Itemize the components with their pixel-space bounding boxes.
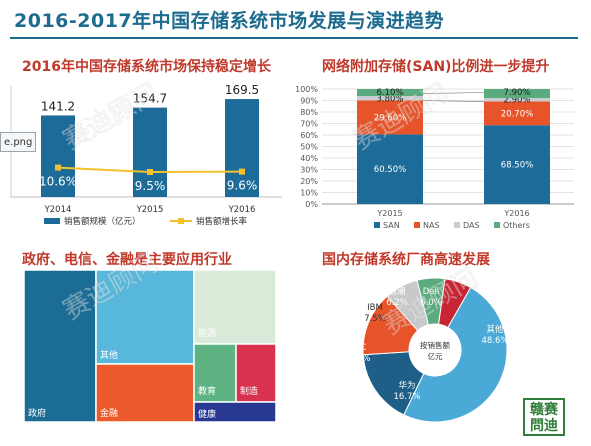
slice-Dell xyxy=(438,278,472,329)
segment-label: 20.70% xyxy=(501,109,533,119)
legend-swatch xyxy=(414,222,420,228)
chart4-title: 国内存储系统厂商高速发展 xyxy=(322,252,490,268)
legend-label: SAN xyxy=(383,221,400,230)
segment-DAS-Y2015 xyxy=(357,96,423,101)
legend-line-label: 销售额增长率 xyxy=(196,216,248,227)
segment-label: 7.90% xyxy=(503,88,530,98)
title-divider xyxy=(10,37,578,39)
y-tick-label: 20% xyxy=(300,177,318,186)
x-tick-label: Y2016 xyxy=(228,205,256,215)
segment-NAS-Y2016 xyxy=(484,101,550,126)
growth-point xyxy=(147,169,153,175)
slice-value-label: 7.5% xyxy=(364,314,386,324)
x-tick-label: Y2016 xyxy=(503,209,529,218)
growth-point xyxy=(239,168,245,175)
slice-name-label: 浪潮 xyxy=(388,286,405,297)
segment-label: 68.50% xyxy=(501,161,533,171)
treemap-label: 能源 xyxy=(198,327,216,339)
slice-name-label: 华为 xyxy=(398,380,415,391)
bar-value-label: 154.7 xyxy=(133,92,167,106)
bar-value-label: 141.2 xyxy=(41,99,75,113)
y-tick-label: 0% xyxy=(305,200,318,209)
donut-center-label-2: 亿元 xyxy=(428,351,443,361)
legend-swatch xyxy=(454,222,460,228)
page-title: 2016-2017年中国存储系统市场发展与演进趋势 xyxy=(14,10,445,32)
treemap-cell-教育 xyxy=(193,343,237,403)
y-tick-label: 60% xyxy=(300,131,318,140)
slice-value-label: 6.2% xyxy=(386,298,408,308)
treemap-cell-金融 xyxy=(95,363,195,423)
slice-name-label: Dell xyxy=(423,287,440,297)
bar-value-label: 169.5 xyxy=(225,83,259,97)
treemap-label: 金融 xyxy=(100,407,118,419)
connector-line xyxy=(422,100,485,102)
bar-Y2015 xyxy=(133,107,167,197)
x-tick-label: Y2015 xyxy=(136,205,164,215)
treemap-label: 教育 xyxy=(198,385,216,397)
segment-SAN-Y2016 xyxy=(484,125,550,204)
slice-name-label: 其他 xyxy=(486,324,504,335)
chart2-title: 网络附加存储(SAN)比例进一步提升 xyxy=(322,59,550,75)
treemap-cell-制造 xyxy=(235,343,276,403)
segment-label: 60.50% xyxy=(374,165,406,175)
legend-swatch xyxy=(374,222,380,228)
treemap-label: 健康 xyxy=(198,408,216,420)
slice-value-label: 6.0% xyxy=(420,298,442,308)
legend-label: Others xyxy=(503,221,530,230)
segment-label: 6.10% xyxy=(376,88,403,98)
legend-label: NAS xyxy=(423,221,440,230)
treemap-cell-健康 xyxy=(193,401,276,423)
y-tick-label: 50% xyxy=(300,143,318,152)
segment-SAN-Y2015 xyxy=(357,134,423,204)
y-tick-label: 70% xyxy=(300,120,318,129)
growth-label: 10.6% xyxy=(39,175,77,189)
slice-其他 xyxy=(403,286,508,423)
segment-label: 3.80% xyxy=(376,94,403,104)
legend-swatch xyxy=(494,222,500,228)
segment-Others-Y2016 xyxy=(484,89,550,99)
growth-label: 9.6% xyxy=(227,179,258,193)
segment-DAS-Y2016 xyxy=(484,98,550,102)
growth-point xyxy=(55,164,61,171)
x-tick-label: Y2014 xyxy=(44,205,72,215)
y-tick-label: 80% xyxy=(300,108,318,117)
growth-label: 9.5% xyxy=(135,179,166,193)
treemap-cell-其他 xyxy=(95,270,195,365)
growth-bar-chart: 141.2 Y2014 154.7 Y2015 169.5 Y2016 10.6% 9.5% 9… xyxy=(10,83,282,227)
x-tick-label: Y2015 xyxy=(376,209,402,218)
slice-name-label: IBM xyxy=(367,303,383,313)
y-tick-label: 10% xyxy=(300,189,318,198)
treemap-label: 制造 xyxy=(240,385,258,397)
treemap-cell-政府 xyxy=(24,270,97,423)
broken-image-placeholder: e.png xyxy=(0,132,36,152)
donut-center-label: 按销售额 xyxy=(420,340,450,350)
segment-Others-Y2015 xyxy=(357,89,423,97)
y-tick-label: 30% xyxy=(300,166,318,175)
connector-line xyxy=(422,92,485,94)
bar-Y2014 xyxy=(41,115,75,197)
y-tick-label: 90% xyxy=(300,97,318,106)
legend-label: DAS xyxy=(463,221,480,230)
treemap-label: 其他 xyxy=(100,349,118,361)
legend-bar-swatch xyxy=(44,218,60,224)
segment-label: 29.60% xyxy=(374,113,406,123)
slice-value-label: 16.7% xyxy=(393,392,420,402)
legend-line-marker xyxy=(178,218,184,224)
y-tick-label: 100% xyxy=(295,85,318,94)
treemap-label: 政府 xyxy=(28,407,46,419)
segment-label: 2.90% xyxy=(503,95,530,105)
legend-bar-label: 销售额规模（亿元） xyxy=(64,216,141,227)
segment-NAS-Y2015 xyxy=(357,100,423,135)
company-logo: 赣赛問迪 xyxy=(523,398,565,436)
slice-name-label: EMC xyxy=(348,343,367,353)
slice-value-label: 48.6% xyxy=(481,336,508,346)
chart3-title: 政府、电信、金融是主要应用行业 xyxy=(22,252,232,268)
y-tick-label: 40% xyxy=(300,154,318,163)
bar-Y2016 xyxy=(225,99,259,197)
chart1-title: 2016年中国存储系统市场保持稳定增长 xyxy=(22,59,271,75)
storage-share-stacked-chart: 0% 10% 20% 30% 40% 50% 60% 70% 80% 90% 100% 60.50% 2… xyxy=(295,85,574,230)
slice-value-label: 14.4% xyxy=(345,354,371,364)
